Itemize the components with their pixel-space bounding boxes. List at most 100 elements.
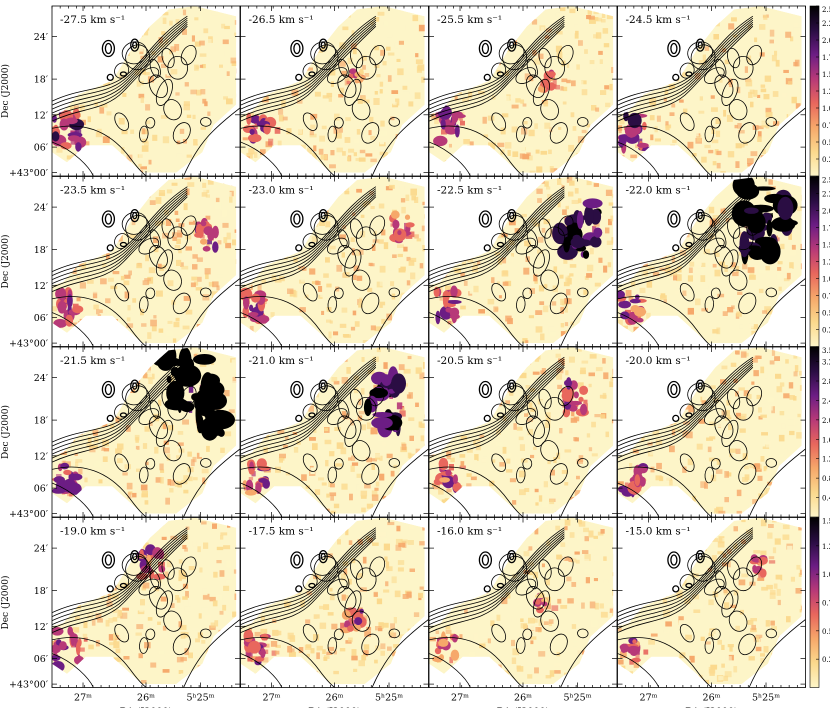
y-tick-label: 24′ [34, 373, 48, 384]
colorbar-tick-label: 0.25 [822, 327, 830, 335]
channel-panel: -17.5 km s⁻¹27ᵐ26ᵐ5ʰ25ᵐRA (J2000) [241, 518, 434, 709]
channel-panel: -16.0 km s⁻¹27ᵐ26ᵐ5ʰ25ᵐRA (J2000) [429, 518, 622, 709]
colorbar-tick-label: 2.4 [822, 397, 830, 405]
colorbar-tick-label: 2.00 [822, 37, 830, 45]
colorbar-tick-label: 2.25 [822, 20, 830, 28]
channel-panel: -20.5 km s⁻¹ [429, 347, 620, 520]
velocity-label: -23.0 km s⁻¹ [249, 185, 314, 197]
channel-panel: -21.0 km s⁻¹ [241, 347, 434, 520]
velocity-label: -23.5 km s⁻¹ [60, 185, 125, 197]
colorbar-tick-label: 1.50 [822, 518, 830, 526]
colorbar-tick-label: 1.00 [822, 105, 830, 113]
y-tick-label: 06′ [34, 484, 48, 495]
colorbar-tick-label: 1.00 [822, 276, 830, 284]
velocity-label: -20.0 km s⁻¹ [626, 355, 691, 367]
channel-panel: -15.0 km s⁻¹27ᵐ26ᵐ5ʰ25ᵐRA (J2000) [618, 518, 809, 709]
y-axis-label: Dec (J2000) [0, 64, 11, 118]
colorbar: 3.5 3.2 2.8 2.4 2.0 1.6 1.2 0.8 0.4 [810, 347, 830, 517]
colorbar-tick-label: 1.25 [822, 259, 830, 267]
y-tick-label: 24′ [34, 544, 48, 555]
velocity-label: -20.5 km s⁻¹ [437, 355, 502, 367]
colorbar-tick-label: 3.2 [822, 359, 830, 367]
y-tick-label: 06′ [34, 654, 48, 665]
colorbar-ramp [810, 347, 819, 517]
y-tick-label: 12′ [34, 622, 48, 633]
colorbar-tick-label: 0.8 [822, 475, 830, 483]
velocity-label: -19.0 km s⁻¹ [60, 526, 125, 538]
x-tick-label: 26ᵐ [326, 693, 344, 704]
x-tick-label: 26ᵐ [137, 693, 155, 704]
y-tick-label: 24′ [34, 32, 48, 43]
colorbar-tick-label: 0.4 [822, 495, 830, 503]
colorbar-tick-label: 2.50 [822, 6, 830, 14]
y-axis-label: Dec (J2000) [0, 576, 11, 630]
channel-panel: -25.5 km s⁻¹ [429, 6, 623, 182]
y-tick-label: 18′ [34, 586, 48, 597]
colorbar-tick-label: 1.75 [822, 54, 830, 62]
y-tick-label: 12′ [34, 451, 48, 462]
channel-panel: -23.0 km s⁻¹ [239, 177, 432, 354]
velocity-label: -27.5 km s⁻¹ [60, 14, 125, 26]
velocity-label: -25.5 km s⁻¹ [437, 14, 502, 26]
velocity-label: -17.5 km s⁻¹ [249, 526, 314, 538]
colorbar-tick-label: 2.50 [822, 177, 830, 185]
colorbar-tick-label: 0.25 [822, 656, 830, 664]
colorbar-tick-label: 1.75 [822, 225, 830, 233]
y-axis-label: Dec (J2000) [0, 405, 11, 459]
colorbar-tick-label: 1.25 [822, 88, 830, 96]
velocity-label: -21.0 km s⁻¹ [249, 355, 314, 367]
colorbar-tick-label: 0.50 [822, 139, 830, 147]
channel-panel: -22.0 km s⁻¹ [614, 174, 809, 352]
colorbar-tick-label: 0.75 [822, 600, 830, 608]
colorbar-tick-label: 3.5 [822, 347, 830, 355]
y-tick-label: 18′ [34, 416, 48, 427]
x-tick-label: 26ᵐ [514, 693, 532, 704]
colorbar: 2.50 2.25 2.00 1.75 1.50 1.25 1.00 0.75 0.50 0.25 [810, 6, 830, 176]
velocity-label: -22.5 km s⁻¹ [437, 185, 502, 197]
colorbar-tick-label: 0.25 [822, 156, 830, 164]
y-tick-label: +43°00′ [9, 509, 48, 520]
channel-panel: -21.5 km s⁻¹24′18′12′06′+43°00′Dec (J200… [0, 343, 245, 520]
channel-panel: -27.5 km s⁻¹24′18′12′06′+43°00′Dec (J200… [0, 6, 244, 179]
channel-panel: -26.5 km s⁻¹ [241, 6, 433, 181]
y-tick-label: 06′ [34, 143, 48, 154]
y-tick-label: +43°00′ [9, 339, 48, 350]
colorbar-tick-label: 1.50 [822, 71, 830, 79]
y-tick-label: 12′ [34, 281, 48, 292]
colorbar-tick-label: 2.00 [822, 208, 830, 216]
x-tick-label: 27ᵐ [640, 693, 658, 704]
y-tick-label: 18′ [34, 75, 48, 86]
channel-panel: -24.5 km s⁻¹ [618, 6, 811, 181]
y-tick-label: +43°00′ [9, 168, 48, 179]
colorbar-tick-label: 1.6 [822, 436, 830, 444]
y-tick-label: 24′ [34, 203, 48, 214]
colorbar-tick-label: 2.25 [822, 191, 830, 199]
x-tick-label: 5ʰ25ᵐ [752, 693, 780, 704]
panels-grid: -27.5 km s⁻¹ 24′ 18′ 12′ 06′ +43°00′ Dec (J200… [0, 6, 811, 708]
colorbar-tick-label: 2.8 [822, 378, 830, 386]
colorbar-tick-label: 1.00 [822, 571, 830, 579]
velocity-label: -24.5 km s⁻¹ [626, 14, 691, 26]
x-tick-label: 27ᵐ [74, 693, 92, 704]
channel-panel: -22.5 km s⁻¹ [429, 177, 621, 353]
x-tick-label: 27ᵐ [451, 693, 469, 704]
colorbar-tick-label: 0.75 [822, 122, 830, 130]
x-tick-label: 5ʰ25ᵐ [563, 693, 591, 704]
y-tick-label: 18′ [34, 245, 48, 256]
x-tick-label: 5ʰ25ᵐ [186, 693, 214, 704]
colorbar-tick-label: 1.2 [822, 456, 830, 464]
velocity-label: -16.0 km s⁻¹ [437, 526, 502, 538]
y-tick-label: 06′ [34, 313, 48, 324]
colorbar-tick-label: 0.50 [822, 310, 830, 318]
y-tick-label: +43°00′ [9, 680, 48, 691]
colorbar-tick-label: 1.50 [822, 242, 830, 250]
x-tick-label: 5ʰ25ᵐ [375, 693, 403, 704]
colorbar: 1.501.251.000.750.500.25 [810, 518, 830, 688]
velocity-label: -22.0 km s⁻¹ [626, 185, 691, 197]
channel-panel: -23.5 km s⁻¹24′18′12′06′+43°00′Dec (J200… [0, 177, 243, 352]
colorbar-tick-label: 2.0 [822, 417, 830, 425]
colorbar-tick-label: 1.25 [822, 543, 830, 551]
x-tick-label: 26ᵐ [703, 693, 721, 704]
x-tick-label: 27ᵐ [263, 693, 281, 704]
